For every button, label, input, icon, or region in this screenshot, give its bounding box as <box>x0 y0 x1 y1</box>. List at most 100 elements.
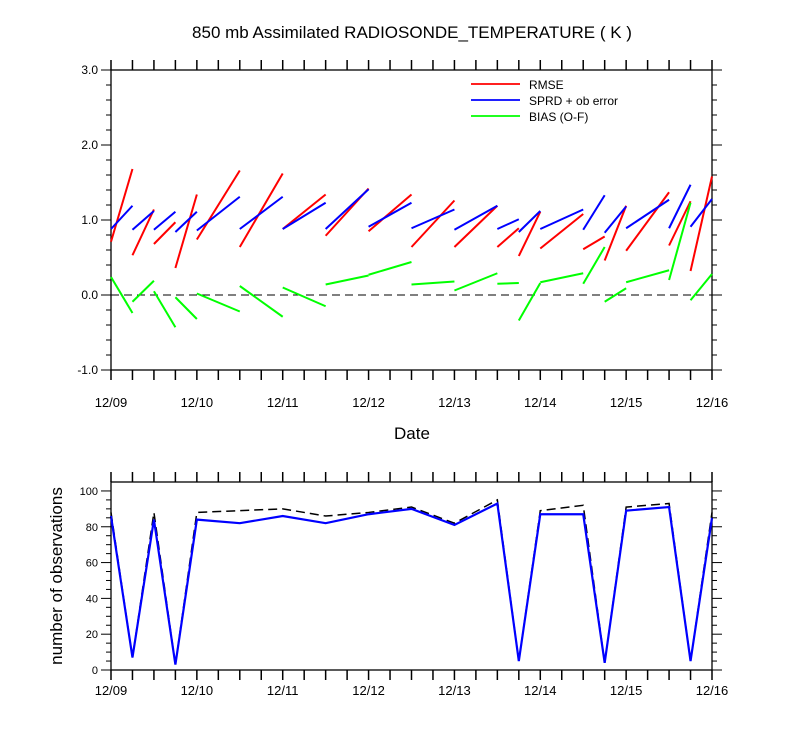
series-sprd-segment <box>603 205 627 234</box>
bottom-y-tick-label: 80 <box>86 522 98 534</box>
series-rmse-segment <box>517 211 542 257</box>
series-sprd-segment <box>196 195 241 232</box>
series-sprd-segment <box>368 201 412 228</box>
series-bias-segment <box>689 273 713 301</box>
series-rmse-segment <box>282 193 327 230</box>
bottom-series-group <box>109 498 714 665</box>
series-bias-segment <box>196 292 241 313</box>
legend-label-rmse: RMSE <box>529 78 564 92</box>
series-rmse-segment <box>153 221 177 245</box>
series-bias-segment <box>517 282 542 321</box>
top-x-tick-label: 12/15 <box>610 395 643 410</box>
series-rmse-segment <box>496 227 520 248</box>
series-bias-segment <box>131 280 155 303</box>
series-rmse-segment <box>131 209 155 256</box>
series-rmse-segment <box>582 235 606 251</box>
series-sprd-segment <box>625 198 670 230</box>
bottom-plot-frame <box>110 481 713 671</box>
series-sprd-segment <box>582 194 606 231</box>
legend: RMSE SPRD + ob error BIAS (O-F) <box>471 78 618 124</box>
series-bias-segment <box>540 272 584 284</box>
y-axis-title-observations: number of observations <box>47 487 66 665</box>
top-y-tick-label: -1.0 <box>77 363 98 377</box>
top-x-tick-label: 12/09 <box>95 395 128 410</box>
series-bias-segment <box>368 261 412 276</box>
legend-label-sprd: SPRD + ob error <box>529 94 618 108</box>
top-x-tick-label: 12/12 <box>352 395 385 410</box>
bottom-x-tick-label: 12/12 <box>352 683 385 698</box>
series-rmse-segment <box>453 205 499 248</box>
series-rmse-segment <box>196 169 241 241</box>
bottom-x-tick-label: 12/15 <box>610 683 643 698</box>
top-plot-frame <box>110 69 713 371</box>
series-rmse-segment <box>238 172 284 248</box>
series-sprd-segment <box>324 188 370 230</box>
series-sprd-segment <box>131 210 155 231</box>
series-rmse-segment <box>174 194 198 269</box>
observations-total-dashed-line <box>110 498 713 665</box>
series-bias-segment <box>239 285 284 318</box>
top-x-tick-label: 12/13 <box>438 395 471 410</box>
series-bias-segment <box>153 290 177 328</box>
series-sprd-segment <box>411 208 455 230</box>
top-x-tick-label: 12/10 <box>181 395 214 410</box>
top-x-tick-label: 12/14 <box>524 395 557 410</box>
bottom-x-tick-label: 12/14 <box>524 683 557 698</box>
bottom-x-tick-label: 12/13 <box>438 683 471 698</box>
top-series-group <box>110 168 713 328</box>
series-rmse-segment <box>625 191 670 252</box>
series-bias-segment <box>325 274 369 286</box>
bottom-y-tick-label: 60 <box>86 558 98 570</box>
bottom-x-tick-label: 12/16 <box>696 683 729 698</box>
series-sprd-segment <box>239 195 284 230</box>
series-bias-segment <box>497 282 519 285</box>
series-rmse-segment <box>689 176 713 272</box>
series-sprd-segment <box>174 211 198 233</box>
series-rmse-segment <box>410 199 456 248</box>
series-rmse-segment <box>668 200 692 246</box>
series-rmse-segment <box>110 168 134 243</box>
series-sprd-segment <box>496 218 520 230</box>
series-bias-segment <box>604 287 627 303</box>
series-rmse-segment <box>539 213 584 250</box>
chart-title: 850 mb Assimilated RADIOSONDE_TEMPERATUR… <box>192 23 632 42</box>
bottom-axis-ticks: 0 20 40 60 80 100 12/09 12/10 12/11 12/12 12/13 12/… <box>80 472 729 698</box>
top-y-tick-label: 2.0 <box>81 138 98 152</box>
bottom-y-tick-label: 100 <box>80 486 98 498</box>
x-axis-title: Date <box>394 424 430 443</box>
top-x-tick-label: 12/11 <box>267 395 299 410</box>
series-sprd-segment <box>539 208 584 230</box>
series-bias-segment <box>411 280 455 286</box>
series-bias-segment <box>582 246 606 285</box>
series-sprd-segment <box>668 184 692 229</box>
series-bias-segment <box>454 272 498 292</box>
series-sprd-segment <box>518 210 541 233</box>
series-sprd-segment <box>282 201 327 230</box>
bottom-y-tick-label: 0 <box>92 665 98 677</box>
observations-assimilated-line <box>109 501 714 665</box>
series-rmse-segment <box>367 193 413 233</box>
bottom-y-tick-label: 40 <box>86 593 98 605</box>
series-bias-segment <box>282 286 327 308</box>
series-bias-segment <box>174 296 198 320</box>
series-sprd-segment <box>153 210 177 231</box>
top-y-tick-label: 1.0 <box>81 213 98 227</box>
bottom-x-tick-label: 12/11 <box>267 683 299 698</box>
bottom-x-tick-label: 12/10 <box>181 683 214 698</box>
bottom-x-tick-label: 12/09 <box>95 683 128 698</box>
series-sprd-segment <box>453 204 498 231</box>
bottom-y-tick-label: 20 <box>86 629 98 641</box>
legend-label-bias: BIAS (O-F) <box>529 110 588 124</box>
series-sprd-segment <box>689 198 713 228</box>
top-y-tick-label: 3.0 <box>81 63 98 77</box>
series-bias-segment <box>668 202 692 281</box>
series-bias-segment <box>110 276 134 314</box>
top-axis-ticks: -1.0 0.0 1.0 2.0 3.0 12/09 12/10 12/11 12/12 12/1… <box>77 60 728 410</box>
top-y-tick-label: 0.0 <box>81 288 98 302</box>
top-x-tick-label: 12/16 <box>696 395 729 410</box>
series-sprd-segment <box>110 205 134 230</box>
series-rmse-segment <box>603 205 628 261</box>
series-bias-segment <box>625 269 670 284</box>
